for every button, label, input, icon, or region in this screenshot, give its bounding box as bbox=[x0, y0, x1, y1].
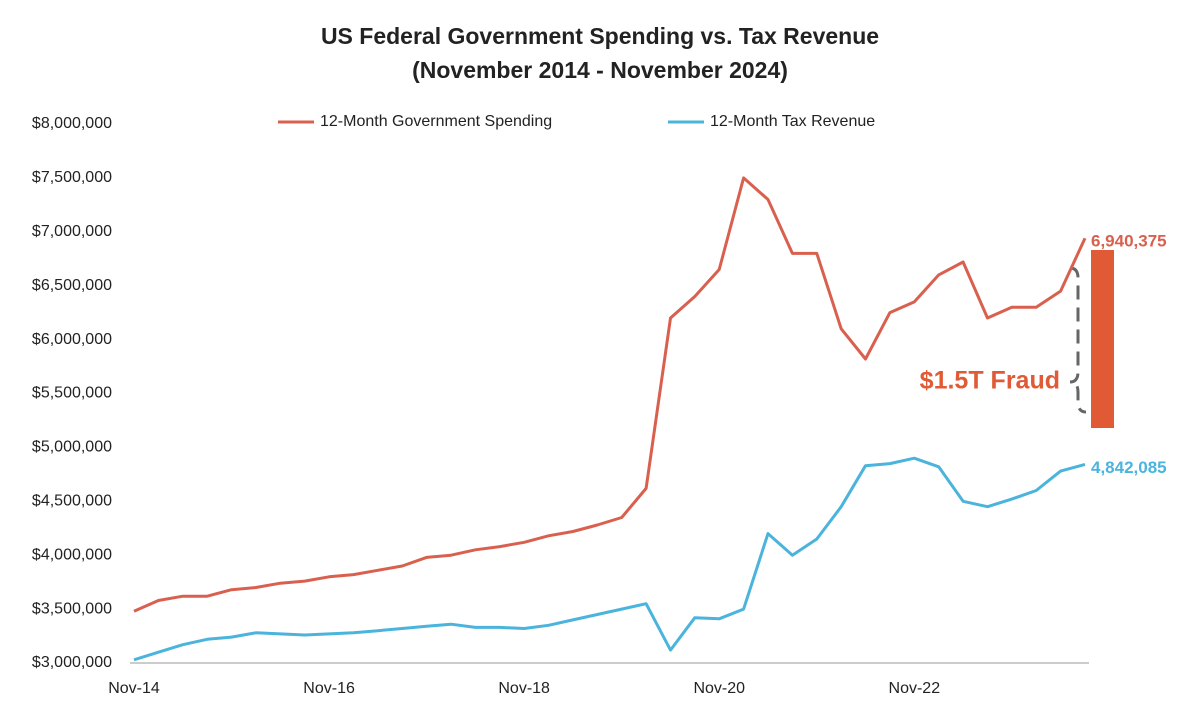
data-label: 4,842,085 bbox=[1091, 458, 1167, 477]
chart-title: US Federal Government Spending vs. Tax R… bbox=[321, 23, 879, 49]
x-tick-label: Nov-16 bbox=[303, 680, 355, 697]
y-tick-label: $8,000,000 bbox=[32, 115, 112, 132]
y-tick-label: $6,500,000 bbox=[32, 277, 112, 294]
y-tick-label: $4,000,000 bbox=[32, 546, 112, 563]
y-tick-label: $5,000,000 bbox=[32, 439, 112, 456]
chart-subtitle: (November 2014 - November 2024) bbox=[412, 57, 788, 83]
y-tick-label: $3,500,000 bbox=[32, 600, 112, 617]
x-tick-label: Nov-22 bbox=[889, 680, 941, 697]
y-tick-label: $7,000,000 bbox=[32, 223, 112, 240]
x-tick-label: Nov-18 bbox=[498, 680, 550, 697]
y-tick-label: $6,000,000 bbox=[32, 331, 112, 348]
x-tick-label: Nov-20 bbox=[693, 680, 745, 697]
y-tick-label: $5,500,000 bbox=[32, 385, 112, 402]
legend-label: 12-Month Government Spending bbox=[320, 113, 552, 130]
gap-bracket bbox=[1069, 266, 1087, 414]
y-tick-label: $7,500,000 bbox=[32, 169, 112, 186]
y-tick-label: $3,000,000 bbox=[32, 654, 112, 671]
x-tick-label: Nov-14 bbox=[108, 680, 160, 697]
y-tick-label: $4,500,000 bbox=[32, 493, 112, 510]
annotation: $1.5T Fraud bbox=[920, 367, 1060, 395]
legend-label: 12-Month Tax Revenue bbox=[710, 113, 875, 130]
series-line bbox=[133, 176, 1087, 613]
series-line bbox=[133, 456, 1086, 662]
data-label: 6,940,375 bbox=[1091, 232, 1167, 251]
gap-bar bbox=[1091, 250, 1114, 428]
